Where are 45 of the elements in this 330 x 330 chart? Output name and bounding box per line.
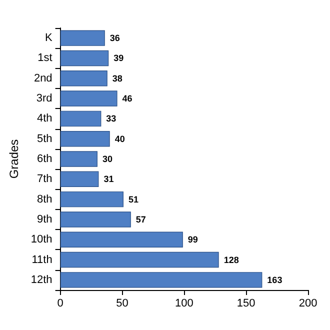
y-tick-label: 12th [30, 274, 52, 286]
data-label: 163 [267, 274, 282, 285]
x-tick-label: 200 [298, 298, 318, 310]
y-tick-label: 1st [38, 52, 52, 64]
bar [60, 232, 183, 248]
data-label: 40 [114, 134, 125, 144]
bar [60, 212, 131, 228]
data-label: 128 [224, 254, 239, 265]
data-label: 39 [114, 53, 124, 64]
data-label: 99 [188, 234, 198, 245]
data-label: 33 [106, 114, 116, 124]
bar [60, 50, 109, 66]
y-tick-label: 7th [37, 173, 52, 186]
data-label: 36 [110, 33, 120, 44]
y-tick-label: 3rd [36, 92, 52, 105]
bar [60, 272, 262, 288]
y-tick-label: 5th [37, 132, 52, 145]
y-tick-label: 9th [37, 213, 52, 226]
bar [60, 130, 110, 147]
bar [60, 151, 98, 167]
data-label: 46 [122, 94, 132, 104]
x-tick-label: 0 [57, 298, 64, 310]
bar [60, 90, 118, 106]
x-tick-label: 150 [236, 298, 256, 310]
x-tick-label: 100 [174, 298, 194, 310]
y-tick-label: 8th [37, 193, 52, 206]
y-axis-title: Grades [7, 139, 21, 179]
data-label: 51 [128, 194, 138, 204]
bar [60, 70, 108, 86]
data-label: 57 [136, 214, 146, 224]
data-label: 30 [102, 154, 112, 164]
bar [60, 171, 99, 188]
y-tick-label: 10th [30, 234, 52, 246]
y-tick-label: 11th [32, 254, 52, 266]
y-tick-label: 4th [37, 112, 52, 125]
bar [60, 110, 102, 127]
x-tick-label: 50 [116, 298, 128, 310]
data-label: 38 [112, 73, 122, 84]
data-label: 31 [104, 174, 114, 184]
bar [60, 252, 219, 268]
y-tick-label: 6th [37, 153, 52, 165]
y-tick-label: K [44, 32, 53, 44]
bar [60, 191, 124, 208]
y-tick-label: 2nd [34, 72, 52, 84]
bar [60, 30, 105, 46]
